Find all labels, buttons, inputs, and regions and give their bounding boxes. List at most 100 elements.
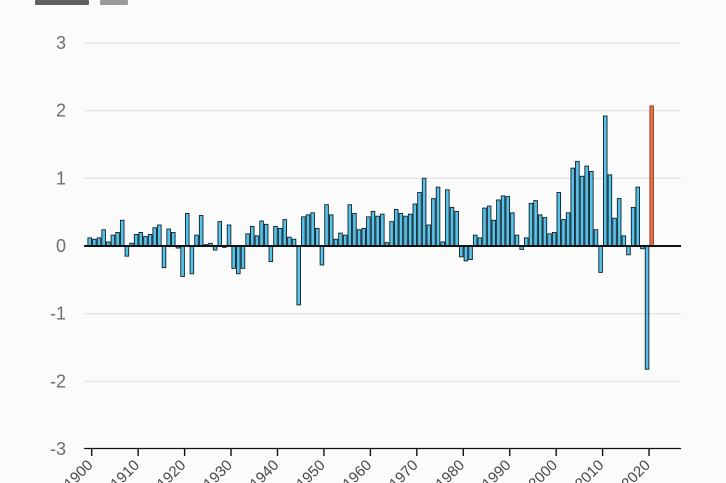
bar bbox=[236, 245, 241, 275]
bar bbox=[115, 232, 120, 247]
bar bbox=[445, 189, 450, 247]
bar bbox=[194, 234, 199, 247]
bar bbox=[514, 234, 520, 247]
x-tick-label: 1930 bbox=[200, 457, 236, 483]
y-tick-label: 0 bbox=[56, 236, 66, 256]
bar bbox=[119, 219, 125, 247]
bar bbox=[180, 245, 185, 277]
bar bbox=[319, 245, 325, 266]
y-tick-label: 1 bbox=[56, 168, 66, 188]
bar bbox=[333, 238, 339, 247]
bar bbox=[226, 224, 232, 247]
bar bbox=[459, 245, 464, 258]
bar bbox=[282, 219, 288, 247]
bar bbox=[486, 205, 492, 247]
bar bbox=[250, 225, 255, 247]
bar bbox=[259, 220, 264, 247]
y-tick-label: -2 bbox=[50, 371, 66, 391]
bar bbox=[496, 199, 501, 247]
bar bbox=[630, 206, 636, 247]
bar bbox=[556, 192, 562, 247]
bar bbox=[124, 245, 130, 257]
bar bbox=[547, 233, 552, 247]
bar bbox=[417, 192, 422, 247]
y-tick-label: 2 bbox=[56, 101, 66, 121]
bar bbox=[338, 232, 343, 247]
bar bbox=[537, 214, 543, 247]
bar bbox=[296, 245, 301, 306]
x-tick-label: 2000 bbox=[525, 457, 561, 483]
bar bbox=[621, 235, 627, 247]
bar bbox=[584, 165, 589, 247]
cropped-title-fragment bbox=[100, 0, 128, 5]
bar bbox=[231, 245, 236, 269]
bar bbox=[398, 213, 404, 247]
bar bbox=[551, 232, 557, 247]
bar bbox=[542, 217, 548, 247]
bar bbox=[500, 195, 506, 247]
bar bbox=[598, 245, 603, 273]
bar bbox=[528, 202, 534, 247]
bar bbox=[463, 245, 469, 262]
bar bbox=[147, 234, 153, 247]
bar bbox=[96, 237, 102, 247]
bar bbox=[245, 233, 250, 247]
bar bbox=[510, 212, 515, 247]
x-tick-label: 1980 bbox=[432, 457, 468, 483]
x-tick-label: 1920 bbox=[154, 457, 190, 483]
y-tick-label: -3 bbox=[50, 439, 66, 459]
bar bbox=[468, 245, 473, 260]
bar bbox=[491, 219, 497, 247]
bar bbox=[301, 216, 306, 247]
bar bbox=[240, 245, 246, 269]
bar bbox=[198, 215, 204, 247]
bar bbox=[533, 200, 538, 247]
bar bbox=[287, 236, 292, 247]
bar bbox=[449, 206, 455, 247]
bar bbox=[561, 219, 566, 247]
bar bbox=[324, 204, 329, 247]
bar bbox=[477, 237, 483, 247]
x-tick-label: 1990 bbox=[479, 457, 515, 483]
bar bbox=[157, 224, 162, 247]
bar bbox=[579, 175, 585, 247]
bar bbox=[138, 232, 144, 247]
bar bbox=[603, 115, 608, 247]
bar bbox=[426, 224, 432, 247]
bar bbox=[110, 234, 116, 247]
bar bbox=[217, 221, 222, 247]
bar bbox=[352, 213, 357, 247]
bar bbox=[356, 229, 362, 247]
bar bbox=[380, 213, 385, 247]
bar bbox=[565, 212, 571, 247]
bar bbox=[612, 217, 617, 247]
x-tick-label: 1940 bbox=[247, 457, 283, 483]
bar bbox=[616, 198, 622, 247]
bar bbox=[87, 237, 92, 247]
bar bbox=[593, 229, 599, 247]
bar bbox=[403, 215, 408, 247]
bar bbox=[589, 171, 594, 247]
bar bbox=[263, 223, 269, 247]
bar bbox=[143, 236, 148, 247]
bar bbox=[393, 208, 399, 247]
y-tick-label: -1 bbox=[50, 304, 66, 324]
bar bbox=[635, 186, 641, 247]
bar bbox=[407, 213, 413, 247]
bar bbox=[375, 215, 380, 247]
bar bbox=[101, 229, 106, 247]
bar bbox=[310, 212, 315, 247]
bar bbox=[575, 160, 580, 247]
bar bbox=[273, 225, 278, 247]
x-tick-label: 1950 bbox=[293, 457, 329, 483]
bar bbox=[189, 245, 195, 275]
bar bbox=[626, 245, 631, 256]
bar bbox=[412, 203, 418, 247]
bar bbox=[254, 235, 260, 247]
bar bbox=[133, 234, 139, 247]
bar bbox=[505, 196, 510, 247]
bar bbox=[366, 216, 371, 247]
bar bbox=[305, 214, 311, 247]
